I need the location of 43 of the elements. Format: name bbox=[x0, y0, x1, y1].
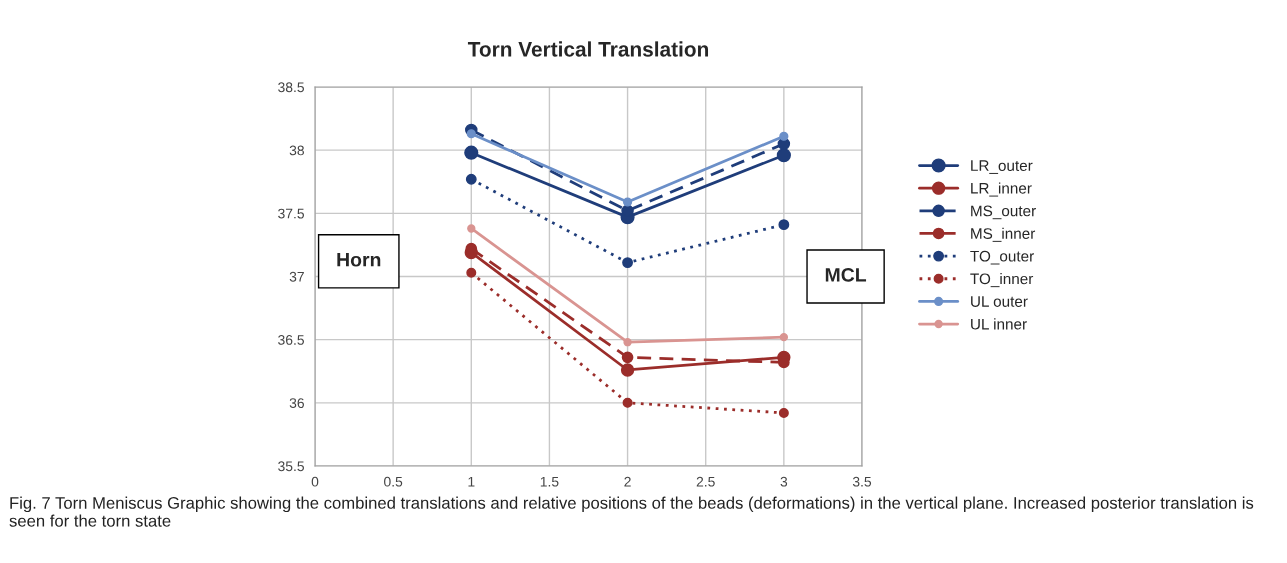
legend-label: UL outer bbox=[971, 296, 1028, 307]
legend-label: TO_inner bbox=[970, 273, 1034, 288]
x-tick-label: 2.5 bbox=[696, 476, 715, 487]
legend-label: MS_outer bbox=[971, 205, 1036, 220]
point bbox=[623, 338, 632, 347]
x-tick-label: 3 bbox=[780, 476, 788, 487]
point bbox=[622, 397, 633, 408]
y-tick-label: 36.5 bbox=[278, 335, 304, 345]
point bbox=[776, 148, 791, 163]
annotation: Horn bbox=[337, 252, 381, 267]
x-tick-label: 1.5 bbox=[540, 476, 559, 487]
legend-label: LR_outer bbox=[971, 160, 1033, 174]
y-tick-label: 36 bbox=[289, 398, 304, 408]
point bbox=[465, 173, 477, 185]
x-tick-label: 0 bbox=[311, 476, 319, 487]
point bbox=[778, 219, 790, 231]
point bbox=[466, 267, 477, 278]
x-tick-label: 3.5 bbox=[852, 476, 872, 487]
point bbox=[622, 197, 633, 207]
y-tick-label: 35.5 bbox=[278, 461, 304, 472]
point bbox=[467, 224, 476, 233]
point bbox=[778, 407, 789, 418]
point bbox=[779, 131, 789, 141]
point bbox=[621, 351, 634, 364]
point bbox=[779, 332, 789, 342]
point bbox=[466, 129, 476, 139]
legend-label: UL inner bbox=[971, 318, 1027, 330]
chart-title: Torn Vertical Translation bbox=[467, 41, 709, 57]
annotation: MCL bbox=[825, 267, 867, 282]
x-tick-label: 2 bbox=[624, 476, 631, 487]
point bbox=[620, 363, 635, 377]
legend-label: LR_inner bbox=[971, 182, 1032, 197]
y-tick-label: 38 bbox=[289, 145, 304, 156]
point bbox=[464, 145, 479, 160]
point bbox=[622, 257, 633, 269]
x-tick-label: 1 bbox=[468, 476, 475, 487]
y-tick-label: 38.5 bbox=[278, 82, 304, 93]
caption: Fig. 7 Torn Meniscus Graphic showing the combined translations and relative positions of the beads (deformations) in the vertical plane. Increased posterior translation is seen for the torn state bbox=[9, 496, 1254, 527]
legend-label: TO_outer bbox=[970, 250, 1034, 265]
legend-label: MS_inner bbox=[971, 227, 1036, 242]
y-tick-label: 37 bbox=[289, 271, 304, 282]
y-tick-label: 37.5 bbox=[278, 208, 304, 219]
x-tick-label: 0.5 bbox=[384, 476, 403, 487]
